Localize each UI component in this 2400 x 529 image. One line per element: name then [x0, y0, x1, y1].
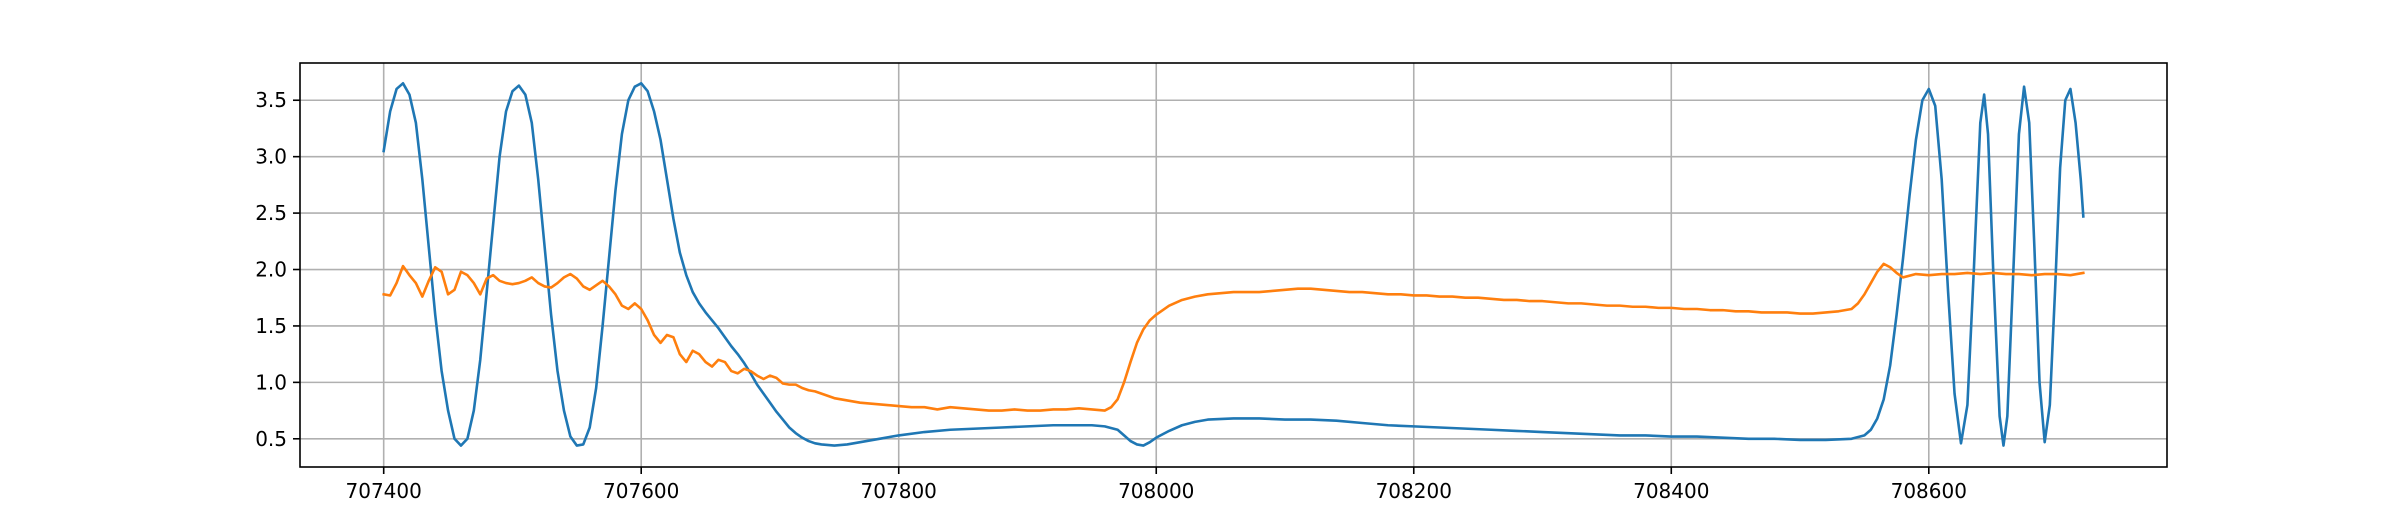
x-tick-label: 707400: [346, 479, 422, 503]
y-tick-label: 3.0: [255, 145, 287, 169]
y-axis: 0.5 1.0 1.5 2.0 2.5 3.0 3.5: [255, 88, 300, 451]
x-tick-label: 708200: [1376, 479, 1452, 503]
x-tick-label: 708600: [1891, 479, 1967, 503]
series-lines: [382, 82, 2085, 447]
series-line-1: [382, 82, 2085, 447]
x-axis: 707400 707600 707800 708000 708200 708400 7086…: [346, 467, 1967, 503]
x-tick-label: 707800: [861, 479, 937, 503]
y-tick-label: 1.0: [255, 370, 287, 394]
y-tick-label: 2.5: [255, 201, 287, 225]
y-tick-label: 2.0: [255, 258, 287, 282]
plot-area: [300, 63, 2167, 467]
x-tick-label: 708400: [1633, 479, 1709, 503]
y-tick-label: 0.5: [255, 427, 287, 451]
y-tick-label: 3.5: [255, 88, 287, 112]
series-line-2: [382, 262, 2085, 412]
x-tick-label: 708000: [1118, 479, 1194, 503]
plot-frame: [299, 62, 2168, 468]
y-tick-label: 1.5: [255, 314, 287, 338]
x-tick-label: 707600: [603, 479, 679, 503]
